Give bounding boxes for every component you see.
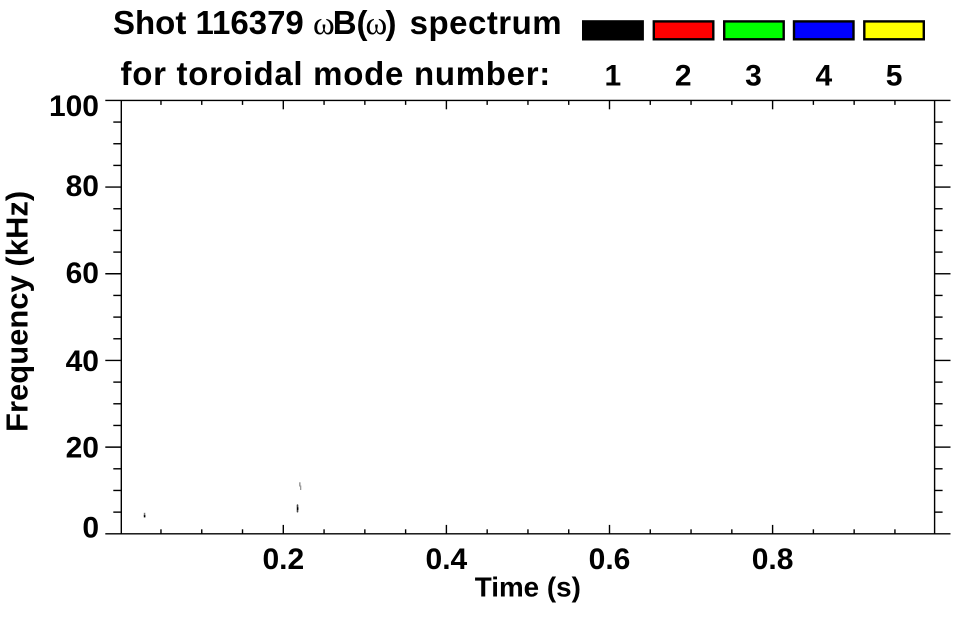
svg-text:for toroidal mode number:: for toroidal mode number: (121, 55, 552, 92)
svg-text:0: 0 (82, 512, 99, 545)
svg-text:0.2: 0.2 (262, 543, 304, 576)
svg-text:5: 5 (886, 60, 903, 93)
svg-text:60: 60 (66, 257, 99, 290)
svg-text:Time (s): Time (s) (475, 572, 581, 603)
svg-text:Frequency (kHz): Frequency (kHz) (0, 191, 34, 432)
svg-text:4: 4 (815, 60, 832, 93)
svg-text:1: 1 (605, 60, 622, 93)
svg-text:0.4: 0.4 (426, 543, 468, 576)
svg-text:Shot 116379 ωB(ω) spectrum: Shot 116379 ωB(ω) spectrum (113, 4, 562, 42)
svg-text:80: 80 (66, 170, 99, 203)
svg-text:20: 20 (66, 432, 99, 465)
svg-text:2: 2 (675, 60, 692, 93)
svg-text:100: 100 (49, 90, 99, 123)
svg-text:0.6: 0.6 (589, 543, 631, 576)
svg-text:3: 3 (745, 60, 762, 93)
svg-text:0.8: 0.8 (752, 543, 794, 576)
svg-text:40: 40 (66, 345, 99, 378)
